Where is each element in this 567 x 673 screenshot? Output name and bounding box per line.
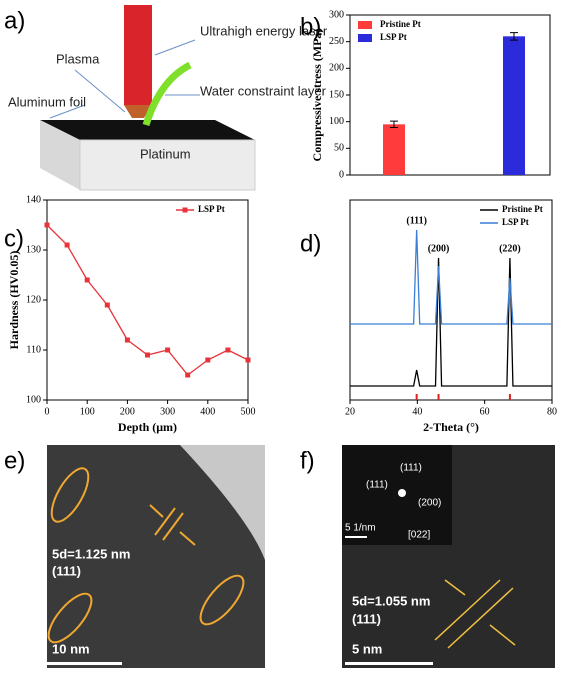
x-tick-label: 200: [120, 406, 135, 417]
y-tick-label: 100: [329, 116, 344, 127]
label: (111): [352, 611, 381, 626]
label: 5d=1.125 nm: [52, 546, 130, 561]
legend-label: LSP Pt: [380, 32, 407, 42]
block-front: [79, 139, 256, 191]
panel-label: d): [300, 230, 321, 257]
water-jet: [142, 61, 192, 127]
scale-label: 5 nm: [352, 641, 382, 656]
y-tick-label: 0: [339, 169, 344, 180]
label: Platinum: [140, 146, 191, 161]
x-tick-label: 40: [412, 406, 422, 417]
scale-label: 10 nm: [52, 641, 90, 656]
legend-marker: [182, 207, 188, 213]
annotation: (111): [406, 215, 427, 226]
y-tick-label: 100: [26, 394, 41, 405]
inset: [342, 445, 452, 545]
x-tick-label: 300: [160, 406, 175, 417]
tem-e: e) 5d=1.125 nm (111) 10 nm: [4, 445, 265, 668]
marker: [64, 242, 70, 248]
arrows: [49, 39, 200, 119]
marker: [205, 357, 211, 363]
scale-bar: [47, 662, 122, 665]
legend-swatch: [358, 21, 372, 29]
label: (111): [400, 463, 422, 474]
plot-frame: [46, 199, 249, 401]
edge: [180, 445, 265, 560]
marker: [225, 347, 231, 353]
y-tick-label: 130: [26, 244, 41, 255]
ellipses: [47, 467, 245, 644]
inset-scale-bar: [345, 536, 367, 538]
foil: [40, 120, 255, 140]
x-tick-label: 60: [480, 406, 490, 417]
x-tick-label: 0: [45, 406, 50, 417]
laser-tip: [124, 105, 152, 118]
line: [350, 257, 552, 387]
panel-label: b): [300, 13, 321, 40]
y-tick-label: 120: [26, 294, 41, 305]
error-bar: [510, 32, 518, 41]
y-tick-label: 50: [334, 143, 344, 154]
marker: [245, 357, 251, 363]
label: (111): [52, 563, 81, 578]
label: Water constraint layer: [200, 83, 327, 98]
laser: [124, 5, 152, 105]
x-tick-label: 20: [345, 406, 355, 417]
error-bar: [390, 120, 398, 129]
legend-label: Pristine Pt: [502, 204, 543, 214]
annotation: (220): [499, 243, 521, 254]
marker: [44, 222, 50, 228]
y-tick-label: 250: [329, 36, 344, 47]
y-tick-label: 150: [329, 89, 344, 100]
center-spot: [398, 489, 406, 497]
marker: [104, 302, 110, 308]
marker: [84, 277, 90, 283]
y-axis-label: Hardness (HV0.05): [7, 251, 21, 350]
marker: [185, 372, 191, 378]
marker: [124, 337, 130, 343]
panel-label: c): [4, 225, 24, 252]
panel-label: e): [4, 447, 25, 474]
lines: [434, 579, 516, 649]
bar: [383, 124, 405, 175]
legend-swatch: [358, 34, 372, 42]
legend-label: LSP Pt: [198, 204, 225, 214]
x-axis-label: Depth (μm): [118, 420, 177, 434]
marker: [165, 347, 171, 353]
scale-bar: [345, 662, 433, 665]
y-tick-label: 300: [329, 9, 344, 20]
y-tick-label: 200: [329, 63, 344, 74]
annotation: (200): [428, 243, 450, 254]
bar: [503, 36, 525, 176]
schematic: a) Ultrahigh energy laser Plasma Water c…: [4, 5, 328, 191]
x-tick-label: 100: [80, 406, 95, 417]
plot-frame: [349, 199, 553, 401]
label: (200): [418, 498, 441, 509]
label: (111): [366, 480, 388, 491]
line: [350, 229, 552, 325]
y-tick-label: 140: [26, 194, 41, 205]
y-tick-label: 110: [26, 344, 41, 355]
marker: [145, 352, 150, 358]
label: Aluminum foil: [8, 94, 86, 109]
y-axis-label: Compressive stress (MPa): [310, 29, 324, 162]
label: Plasma: [56, 51, 100, 66]
label: 5 1/nm: [345, 523, 376, 534]
legend-label: Pristine Pt: [380, 19, 421, 29]
block-side: [40, 120, 80, 190]
x-axis-label: 2-Theta (°): [423, 420, 479, 434]
label: Ultrahigh energy laser: [200, 23, 328, 38]
label: 5d=1.055 nm: [352, 593, 430, 608]
x-tick-label: 80: [547, 406, 557, 417]
x-tick-label: 400: [200, 406, 215, 417]
panel-label: f): [300, 447, 315, 474]
legend-label: LSP Pt: [502, 217, 529, 227]
panel-label: a): [4, 7, 25, 34]
label: [022]: [408, 530, 430, 541]
x-tick-label: 500: [241, 406, 256, 417]
tem-f: f) (111) (111) (200) 5 1/nm [022] 5d=1.0…: [300, 445, 555, 668]
